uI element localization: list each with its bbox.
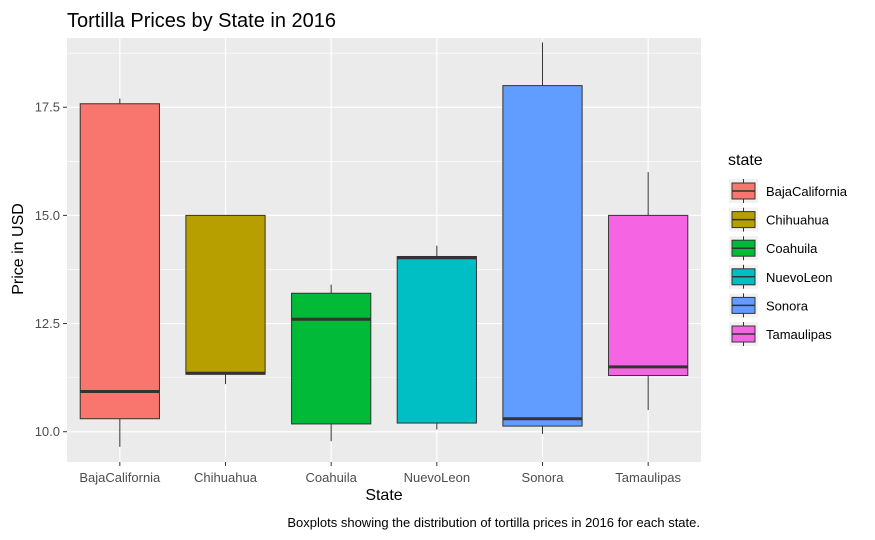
y-tick-label-0: 10.0 [35,424,60,439]
iqr-box-Sonora [502,85,583,427]
x-tick-label-Sonora: Sonora [522,470,565,485]
legend-items: BajaCalifornia Chihuahua Coahuila NuevoLeon… [729,179,848,346]
x-axis-ticks: BajaCalifornia Chihuahua Coahuila NuevoLeon… [79,462,682,485]
plot-panel [67,38,701,462]
x-tick-label-Coahuila: Coahuila [306,470,358,485]
box-NuevoLeon [396,245,477,430]
legend-title: state [728,152,763,169]
iqr-box-NuevoLeon [396,255,477,424]
x-tick-label-NuevoLeon: NuevoLeon [404,470,471,485]
boxes-group [79,42,689,447]
legend-label-Chihuahua: Chihuahua [766,213,830,228]
y-axis-ticks: 10.0 12.5 15.0 17.5 [35,100,67,439]
legend-label-Tamaulipas: Tamaulipas [766,327,832,342]
legend-item-NuevoLeon: NuevoLeon [729,264,833,289]
legend-label-BajaCalifornia: BajaCalifornia [766,184,848,199]
legend-label-Coahuila: Coahuila [766,241,818,256]
iqr-box-BajaCalifornia [79,103,160,420]
box-Coahuila [291,284,372,442]
legend: state BajaCalifornia Chihuahua Coahuila Nue… [728,152,848,346]
legend-item-Chihuahua: Chihuahua [729,207,830,232]
legend-item-Tamaulipas: Tamaulipas [729,322,832,346]
iqr-box-Chihuahua [185,214,266,375]
box-Chihuahua [185,214,266,385]
legend-label-NuevoLeon: NuevoLeon [766,270,833,285]
legend-item-BajaCalifornia: BajaCalifornia [729,179,848,203]
legend-item-Sonora: Sonora [729,293,809,318]
y-tick-label-2: 15.0 [35,208,60,223]
iqr-box-Coahuila [291,292,372,425]
x-axis-title: State [365,487,402,504]
box-Sonora [502,42,583,434]
y-axis-title: Price in USD [10,203,27,295]
box-Tamaulipas [608,172,689,411]
x-tick-label-BajaCalifornia: BajaCalifornia [79,470,161,485]
legend-item-Coahuila: Coahuila [729,236,818,261]
y-tick-label-1: 12.5 [35,316,60,331]
y-tick-label-3: 17.5 [35,100,60,115]
box-BajaCalifornia [79,98,160,447]
legend-label-Sonora: Sonora [766,298,809,313]
x-tick-label-Tamaulipas: Tamaulipas [615,470,681,485]
chart-caption: Boxplots showing the distribution of tor… [287,515,700,530]
iqr-box-Tamaulipas [608,214,689,376]
chart-title: Tortilla Prices by State in 2016 [67,10,336,32]
x-tick-label-Chihuahua: Chihuahua [194,470,258,485]
